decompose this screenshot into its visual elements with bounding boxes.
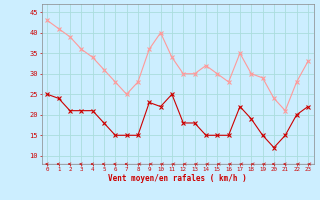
X-axis label: Vent moyen/en rafales ( km/h ): Vent moyen/en rafales ( km/h ) [108,174,247,183]
